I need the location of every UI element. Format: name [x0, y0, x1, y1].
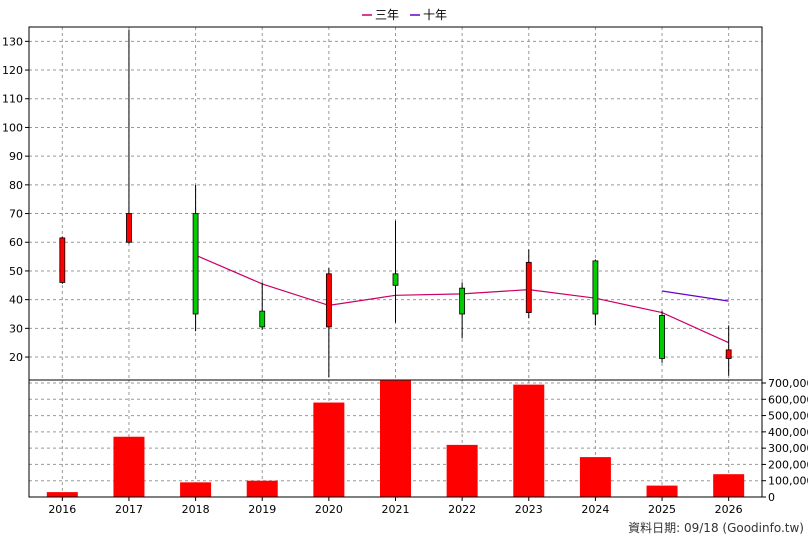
- price-tick-label: 50: [9, 265, 23, 278]
- volume-tick-label: 500,000: [768, 410, 808, 423]
- ma-line-1: [661, 290, 729, 302]
- x-tick-label: 2017: [115, 503, 143, 516]
- candle-body: [659, 315, 665, 359]
- candle-body: [392, 273, 399, 286]
- candle-body: [126, 213, 132, 243]
- price-tick-label: 110: [2, 93, 23, 106]
- volume-bar: [180, 482, 212, 497]
- candle-body: [725, 349, 732, 359]
- x-axis: 2016 2017 2018 2019 2020 2021 2022 2023 2024 2025…: [48, 497, 743, 516]
- volume-tick-label: 300,000: [768, 442, 808, 455]
- volume-bar: [380, 380, 411, 497]
- candle-body: [59, 237, 66, 283]
- volume-tick-label: 400,000: [768, 426, 808, 439]
- x-tick-label: 2024: [581, 503, 609, 516]
- price-tick-label: 120: [2, 64, 23, 77]
- volume-bar: [113, 436, 145, 497]
- volume-bar: [579, 457, 611, 497]
- volume-bar: [646, 485, 678, 497]
- price-tick-label: 60: [9, 236, 23, 249]
- x-tick-label: 2025: [648, 503, 676, 516]
- volume-tick-label: 600,000: [768, 393, 808, 406]
- x-tick-label: 2023: [515, 503, 543, 516]
- volume-tick-label: 0: [768, 491, 775, 504]
- volume-tick-label: 700,000: [768, 377, 808, 390]
- volume-tick-label: 200,000: [768, 458, 808, 471]
- volume-bar: [513, 384, 545, 497]
- x-tick-label: 2026: [715, 503, 743, 516]
- price-tick-label: 20: [9, 351, 23, 364]
- x-tick-label: 2020: [315, 503, 343, 516]
- price-tick-label: 30: [9, 322, 23, 335]
- source-label: 資料日期: 09/18 (Goodinfo.tw): [628, 521, 804, 535]
- price-tick-label: 40: [9, 294, 23, 307]
- volume-bar: [446, 444, 478, 497]
- x-tick-label: 2021: [382, 503, 410, 516]
- candle-body: [459, 287, 466, 315]
- x-tick-label: 2019: [248, 503, 276, 516]
- candle-body: [525, 261, 532, 313]
- price-tick-label: 130: [2, 35, 23, 48]
- volume-bar: [313, 402, 345, 497]
- price-tick-label: 100: [2, 121, 23, 134]
- x-tick-label: 2018: [182, 503, 210, 516]
- price-tick-label: 90: [9, 150, 23, 163]
- x-tick-label: 2022: [448, 503, 476, 516]
- volume-panel: 0 100,000 200,000 300,000 400,000 500,000 600,…: [28, 377, 808, 504]
- chart-legend: 三年 十年: [362, 8, 447, 22]
- price-tick-label: 70: [9, 208, 23, 221]
- candle-body: [259, 310, 266, 328]
- price-panel: 20 30 40 50 60 70 80 90 100 110 120 130: [2, 26, 763, 381]
- volume-bar: [713, 474, 745, 497]
- price-tick-label: 80: [9, 179, 23, 192]
- legend-label-1: 十年: [423, 8, 447, 22]
- legend-label-0: 三年: [375, 8, 399, 22]
- volume-bar: [246, 480, 278, 497]
- volume-bar: [46, 492, 78, 497]
- volume-tick-label: 100,000: [768, 475, 808, 488]
- candle-body: [592, 260, 599, 315]
- x-tick-label: 2016: [48, 503, 76, 516]
- candle-body: [325, 273, 332, 328]
- candle-body: [192, 213, 199, 315]
